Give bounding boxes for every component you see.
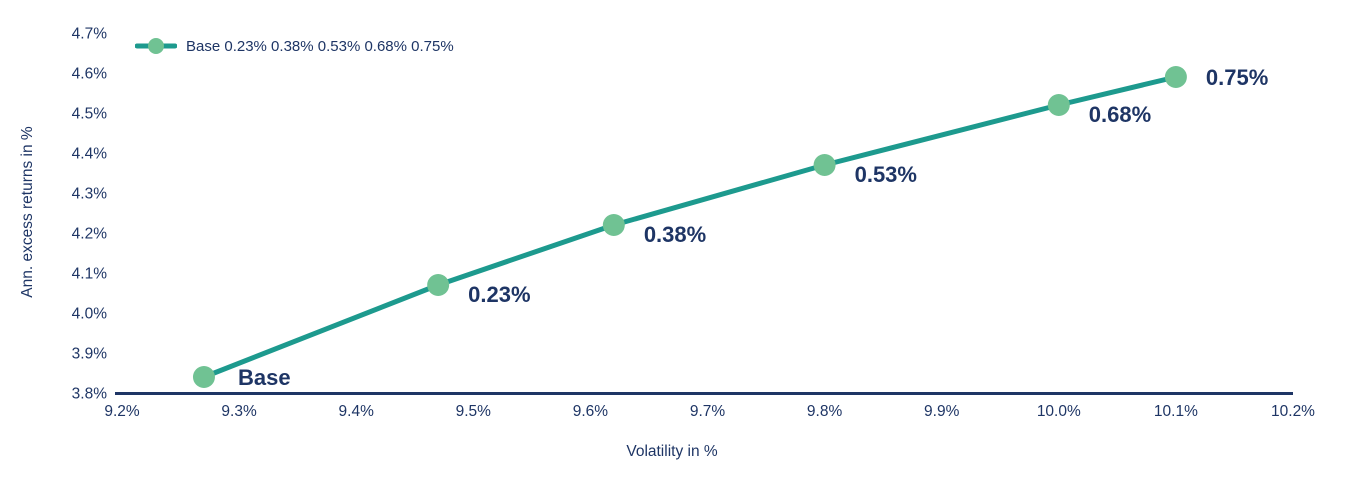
legend-circle-icon bbox=[148, 38, 164, 54]
y-tick-label: 4.3% bbox=[72, 186, 108, 203]
legend-label: Base 0.23% 0.38% 0.53% 0.68% 0.75% bbox=[186, 37, 454, 55]
data-point-label: Base bbox=[238, 365, 291, 390]
y-tick-label: 4.5% bbox=[72, 106, 108, 123]
data-point-marker bbox=[602, 214, 625, 236]
data-point-label: 0.23% bbox=[468, 282, 530, 307]
y-tick-label: 4.0% bbox=[72, 306, 108, 323]
data-point-marker bbox=[1164, 66, 1187, 88]
legend: Base 0.23% 0.38% 0.53% 0.68% 0.75% bbox=[135, 37, 454, 55]
y-tick-label: 4.7% bbox=[72, 26, 108, 43]
x-tick-label: 9.4% bbox=[339, 403, 375, 420]
x-tick-label: 10.0% bbox=[1037, 403, 1081, 420]
y-tick-label: 4.4% bbox=[72, 146, 108, 163]
y-tick-label: 3.8% bbox=[72, 386, 108, 403]
y-axis-title: Ann. excess returns in % bbox=[19, 126, 36, 298]
x-tick-label: 9.5% bbox=[456, 403, 492, 420]
x-tick-label: 9.6% bbox=[573, 403, 609, 420]
x-tick-label: 9.8% bbox=[807, 403, 843, 420]
y-tick-label: 4.2% bbox=[72, 226, 108, 243]
y-tick-label: 3.9% bbox=[72, 346, 108, 363]
data-point-marker bbox=[192, 366, 215, 388]
x-tick-label: 9.3% bbox=[221, 403, 257, 420]
data-point-marker bbox=[813, 154, 836, 176]
x-tick-label: 10.1% bbox=[1154, 403, 1198, 420]
x-tick-label: 9.2% bbox=[104, 403, 140, 420]
legend-marker-icon bbox=[135, 38, 177, 54]
data-point-marker bbox=[1047, 94, 1070, 116]
x-tick-label: 10.2% bbox=[1271, 403, 1315, 420]
y-tick-label: 4.1% bbox=[72, 266, 108, 283]
x-axis-title: Volatility in % bbox=[626, 443, 718, 460]
x-tick-label: 9.9% bbox=[924, 403, 960, 420]
y-tick-label: 4.6% bbox=[72, 66, 108, 83]
x-tick-label: 9.7% bbox=[690, 403, 726, 420]
series-line bbox=[201, 74, 1179, 380]
data-point-marker bbox=[427, 274, 450, 296]
data-point-label: 0.68% bbox=[1089, 102, 1151, 127]
data-point-label: 0.75% bbox=[1206, 65, 1268, 90]
data-point-label: 0.38% bbox=[644, 222, 706, 247]
data-point-label: 0.53% bbox=[855, 162, 917, 187]
